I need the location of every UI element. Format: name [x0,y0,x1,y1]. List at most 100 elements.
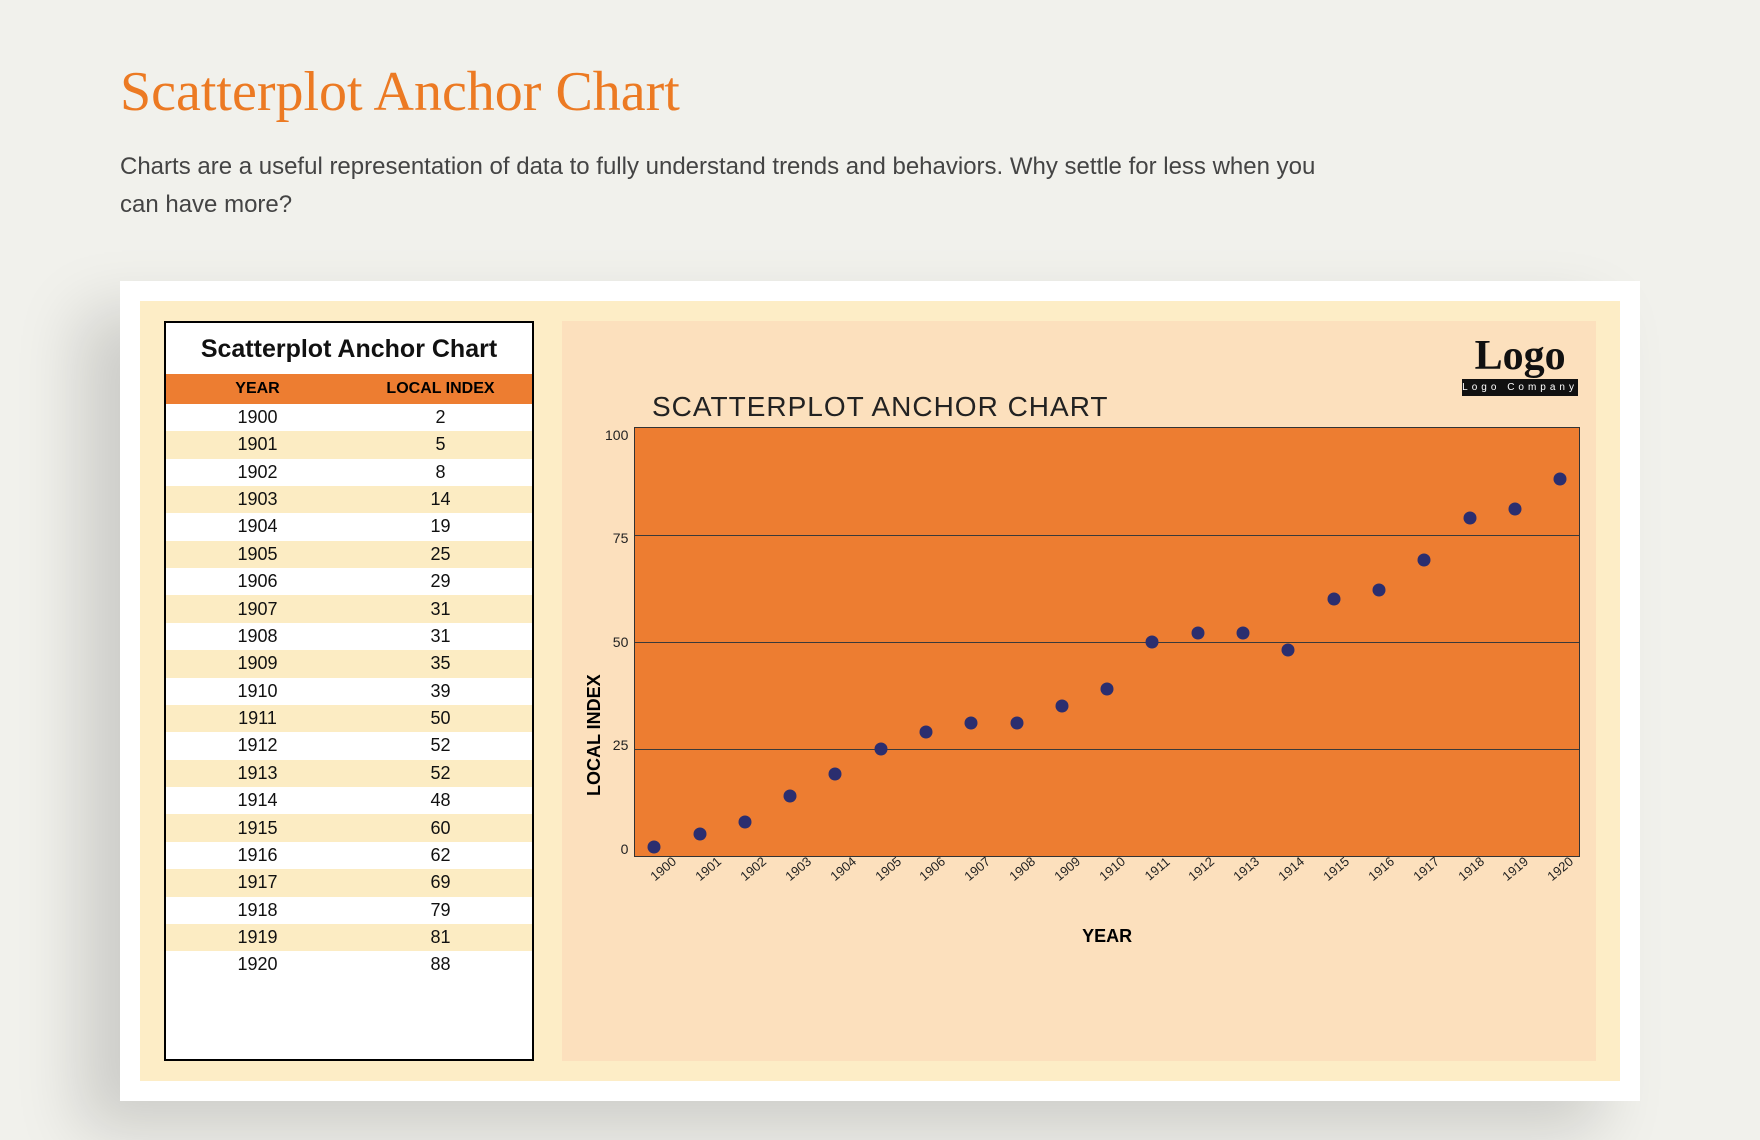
data-table: Scatterplot Anchor Chart YEAR LOCAL INDE… [164,321,534,1061]
cell-value: 50 [349,705,532,732]
table-row: 192088 [166,951,532,978]
table-row: 19015 [166,431,532,458]
table-row: 191150 [166,705,532,732]
cell-value: 52 [349,760,532,787]
cell-value: 5 [349,431,532,458]
cell-value: 25 [349,541,532,568]
cell-year: 1915 [166,814,349,841]
cell-value: 69 [349,869,532,896]
cell-value: 29 [349,568,532,595]
table-row: 190831 [166,623,532,650]
data-point [1282,644,1295,657]
gridline [635,642,1579,643]
table-row: 190525 [166,541,532,568]
cell-year: 1906 [166,568,349,595]
table-row: 191039 [166,678,532,705]
cell-year: 1910 [166,678,349,705]
cell-year: 1904 [166,513,349,540]
cell-year: 1913 [166,760,349,787]
plot-wrap: 1900190119021903190419051906190719081909… [634,427,1580,1043]
data-point [965,717,978,730]
data-point [1191,627,1204,640]
cell-value: 88 [349,951,532,978]
cell-value: 48 [349,787,532,814]
table-title: Scatterplot Anchor Chart [166,323,532,374]
data-point [1327,592,1340,605]
cell-year: 1901 [166,431,349,458]
card-inner: Scatterplot Anchor Chart YEAR LOCAL INDE… [140,301,1620,1081]
cell-value: 39 [349,678,532,705]
table-row: 191560 [166,814,532,841]
data-point [1463,511,1476,524]
table-header-year: YEAR [166,374,349,404]
table-body: 1900219015190281903141904191905251906291… [166,404,532,979]
table-row: 190935 [166,650,532,677]
cell-year: 1917 [166,869,349,896]
cell-value: 31 [349,623,532,650]
cell-year: 1907 [166,595,349,622]
cell-year: 1905 [166,541,349,568]
cell-value: 52 [349,732,532,759]
data-point [693,828,706,841]
table-row: 190629 [166,568,532,595]
y-tick: 0 [605,841,628,857]
cell-value: 35 [349,650,532,677]
logo: Logo Logo Company [1462,335,1578,396]
x-axis-ticks: 1900190119021903190419051906190719081909… [634,863,1580,878]
data-point [1237,627,1250,640]
cell-value: 81 [349,924,532,951]
data-point [874,742,887,755]
table-header-value: LOCAL INDEX [349,374,532,404]
y-axis-ticks: 1007550250 [605,427,634,857]
cell-value: 14 [349,486,532,513]
data-point [648,841,661,854]
chart-panel: Logo Logo Company SCATTERPLOT ANCHOR CHA… [562,321,1596,1061]
table-row: 19002 [166,404,532,431]
cell-year: 1902 [166,459,349,486]
cell-value: 8 [349,459,532,486]
y-tick: 25 [605,737,628,753]
gridline [635,535,1579,536]
data-point [1508,503,1521,516]
chart-card: Scatterplot Anchor Chart YEAR LOCAL INDE… [120,281,1640,1101]
data-point [1010,717,1023,730]
y-tick: 50 [605,634,628,650]
plot-area [634,427,1580,857]
data-point [1146,635,1159,648]
y-tick: 100 [605,427,628,443]
data-point [1055,699,1068,712]
cell-value: 31 [349,595,532,622]
cell-value: 79 [349,897,532,924]
cell-value: 2 [349,404,532,431]
logo-text: Logo [1462,335,1578,377]
cell-year: 1911 [166,705,349,732]
cell-year: 1920 [166,951,349,978]
page-subtitle: Charts are a useful representation of da… [120,148,1320,225]
table-row: 191448 [166,787,532,814]
cell-year: 1900 [166,404,349,431]
data-point [784,789,797,802]
table-row: 190419 [166,513,532,540]
table-row: 190314 [166,486,532,513]
cell-value: 19 [349,513,532,540]
table-row: 191981 [166,924,532,951]
x-axis-label: YEAR [634,926,1580,947]
cell-value: 62 [349,842,532,869]
table-row: 191769 [166,869,532,896]
table-row: 190731 [166,595,532,622]
page-title: Scatterplot Anchor Chart [120,60,1640,124]
gridline [635,749,1579,750]
table-row: 191252 [166,732,532,759]
data-point [920,725,933,738]
data-point [1101,682,1114,695]
cell-year: 1914 [166,787,349,814]
cell-year: 1912 [166,732,349,759]
table-row: 191879 [166,897,532,924]
table-header-row: YEAR LOCAL INDEX [166,374,532,404]
cell-year: 1916 [166,842,349,869]
logo-subtext: Logo Company [1462,379,1578,396]
chart-body: LOCAL INDEX 1007550250 19001901190219031… [578,427,1580,1043]
data-point [1554,473,1567,486]
table-row: 19028 [166,459,532,486]
cell-year: 1908 [166,623,349,650]
